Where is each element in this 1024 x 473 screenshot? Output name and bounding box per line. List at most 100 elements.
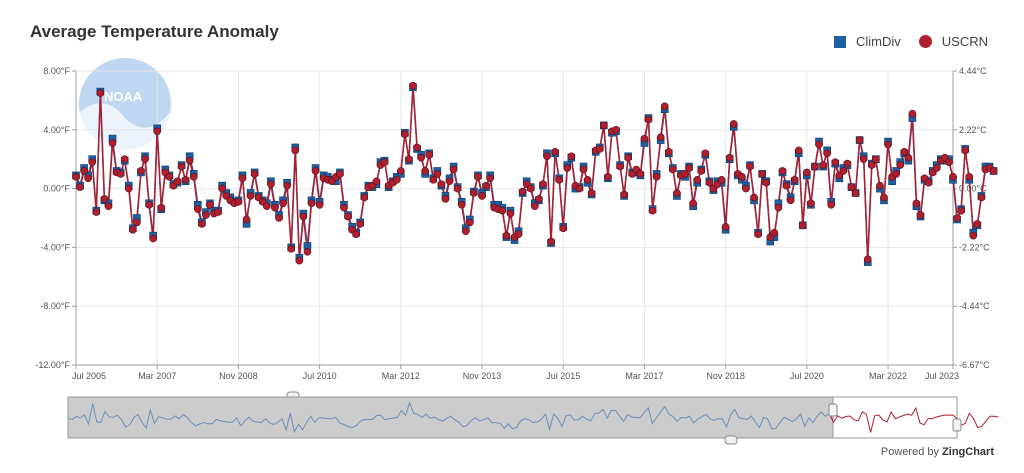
uscrn-point [798,221,807,230]
uscrn-point [685,164,693,172]
uscrn-point [595,145,604,153]
plot-area[interactable] [72,81,998,266]
uscrn-point [742,184,750,193]
uscrn-point [721,223,730,231]
uscrn-point [340,203,348,212]
uscrn-point [478,192,486,200]
uscrn-point [486,174,494,183]
uscrn-point [506,209,515,218]
uscrn-point [977,193,986,202]
climdiv-square-icon [833,35,846,48]
uscrn-point [758,170,766,178]
uscrn-point [916,211,925,219]
uscrn-point [693,175,702,184]
y-right-tick-label: -4.44°C [959,301,990,311]
uscrn-point [778,167,787,175]
uscrn-point [84,174,92,183]
uscrn-point [295,256,304,265]
uscrn-point [750,193,758,202]
uscrn-point [474,173,482,181]
uscrn-point [185,156,194,165]
uscrn-point [924,178,933,187]
uscrn-point [932,164,941,172]
preview-right-handle [952,418,962,432]
uscrn-point [441,195,450,203]
uscrn-point [291,146,300,155]
uscrn-point [283,181,291,190]
uscrn-point [433,170,442,178]
uscrn-point [664,148,673,156]
uscrn-point [600,121,608,130]
uscrn-point [218,184,226,193]
uscrn-point [912,199,921,208]
uscrn-point [815,140,823,149]
uscrn-point [729,120,738,128]
y-left-tick-label: 0.00°F [43,184,70,194]
legend-item-uscrn[interactable]: USCRN [918,34,988,49]
x-tick-label: Jul 2015 [546,371,580,381]
uscrn-point [896,161,905,169]
uscrn-point [344,212,352,221]
uscrn-point [299,212,308,221]
uscrn-point [502,231,511,240]
powered-by[interactable]: Powered by ZingChart [881,446,994,458]
powered-prefix: Powered by [880,446,943,458]
preview-bottom-scroll-handle [724,435,738,445]
uscrn-point [157,203,166,212]
uscrn-point [287,245,295,253]
legend-label-climdiv: ClimDiv [855,34,901,49]
legend-label-uscrn: USCRN [941,34,988,49]
x-tick-label: Nov 2008 [219,371,258,381]
uscrn-point [551,148,559,156]
uscrn-point [514,230,523,238]
uscrn-point [803,168,811,177]
uscrn-point [892,170,900,178]
uscrn-point [620,190,628,199]
uscrn-point [876,181,884,190]
uscrn-point [149,234,157,243]
uscrn-point [214,208,222,216]
uscrn-point [360,193,369,202]
range-preview[interactable] [67,391,999,445]
uscrn-point [583,175,592,184]
uscrn-point [555,175,563,184]
uscrn-point [279,199,287,208]
uscrn-point [356,220,365,228]
uscrn-point [498,206,507,215]
uscrn-point [953,214,961,222]
legend-item-climdiv[interactable]: ClimDiv [833,34,901,49]
uscrn-point [539,180,547,188]
uscrn-point [567,152,576,161]
uscrn-point [782,181,791,190]
uscrn-point [681,170,689,178]
uscrn-point [453,184,462,193]
uscrn-point [790,175,799,184]
uscrn-point [129,225,137,234]
uscrn-point [246,192,255,200]
uscrn-point [429,175,438,184]
preview-masked-area [67,396,834,439]
uscrn-point [194,205,202,213]
uscrn-point [884,140,892,149]
uscrn-point [831,158,840,166]
uscrn-point [689,199,697,208]
uscrn-point [786,196,795,205]
uscrn-point [669,165,677,174]
uscrn-point [644,115,653,124]
preview-uscrn-line [828,406,999,433]
uscrn-point [120,155,129,163]
uscrn-point [957,206,965,215]
y-right-tick-label: -6.67°C [959,360,990,370]
uscrn-point [770,228,779,237]
uscrn-point [563,164,572,172]
uscrn-point [949,173,957,181]
uscrn-point [421,167,429,175]
uscrn-point [823,149,831,158]
y-left-tick-label: 8.00°F [43,66,70,76]
uscrn-point [660,102,669,111]
uscrn-point [705,178,714,187]
uscrn-point [141,155,149,163]
uscrn-point [173,177,182,186]
uscrn-point [989,167,998,175]
uscrn-point [754,230,762,238]
